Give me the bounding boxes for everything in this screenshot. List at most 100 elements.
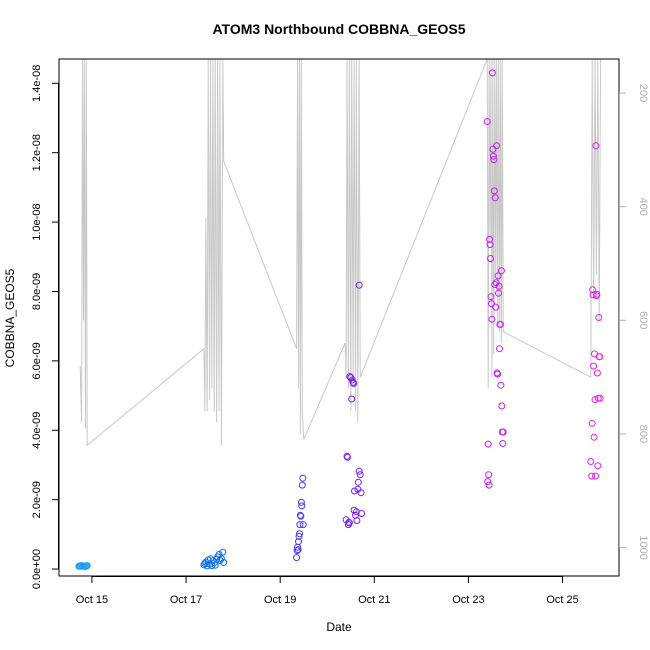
data-point — [490, 156, 498, 164]
data-point — [350, 379, 358, 387]
data-point — [594, 462, 602, 470]
y2-tick-label: 800 — [637, 425, 649, 443]
y-axis-label: COBBNA_GEOS5 — [3, 268, 17, 367]
data-point — [488, 69, 496, 77]
data-point — [217, 555, 225, 563]
data-point — [489, 145, 497, 153]
data-point — [345, 519, 353, 527]
data-point — [494, 272, 502, 280]
y-tick-label: 6.0e-09 — [31, 342, 43, 379]
data-point — [595, 314, 603, 321]
data-point — [588, 472, 596, 480]
data-point — [492, 303, 500, 311]
data-point — [485, 471, 493, 479]
data-point — [487, 255, 494, 262]
y-tick-label: 4.0e-09 — [31, 412, 43, 449]
data-point — [354, 478, 362, 486]
data-point — [590, 433, 598, 441]
data-point — [216, 556, 224, 564]
data-point — [356, 471, 364, 479]
y-tick-label: 1.4e-08 — [31, 65, 43, 102]
data-point — [496, 320, 504, 328]
data-point — [596, 353, 604, 361]
data-point — [593, 290, 601, 298]
data-point — [355, 281, 363, 289]
data-point — [495, 282, 503, 290]
y-tick-label: 0.0e+00 — [31, 549, 43, 589]
secondary-series-layer — [79, 58, 602, 447]
y2-tick-label: 400 — [637, 198, 649, 216]
y2-tick-label: 1000 — [637, 535, 649, 559]
data-point — [293, 547, 301, 555]
x-tick-label: Oct 21 — [358, 594, 390, 606]
data-point — [594, 394, 602, 402]
data-point — [297, 512, 305, 520]
x-tick-label: Oct 25 — [546, 594, 578, 606]
data-point — [490, 187, 498, 195]
data-point — [487, 293, 495, 301]
data-point — [296, 521, 304, 529]
data-point — [299, 474, 307, 482]
y2-tick-label: 200 — [637, 84, 649, 102]
data-point — [587, 458, 595, 465]
data-point — [499, 428, 507, 436]
data-point — [299, 521, 307, 529]
data-point — [219, 548, 227, 556]
data-point — [298, 481, 306, 489]
data-point — [596, 394, 604, 402]
data-point — [357, 489, 365, 497]
data-point — [298, 502, 306, 510]
y-axis-right: 200 400 600 800 1000 — [619, 84, 649, 560]
x-tick-label: Oct 23 — [452, 594, 484, 606]
data-point — [592, 472, 599, 480]
data-point — [295, 532, 303, 540]
y-axis-left: 0.0e+00 2.0e-09 4.0e-09 6.0e-09 8.0e-09 1.0e-… — [31, 65, 59, 589]
data-point — [491, 194, 499, 202]
data-point — [344, 453, 351, 461]
x-tick-label: Oct 17 — [170, 594, 202, 606]
y-tick-label: 8.0e-09 — [31, 273, 43, 310]
data-point — [493, 142, 501, 150]
data-point — [294, 546, 302, 554]
data-point — [346, 373, 354, 380]
data-point — [486, 235, 494, 243]
data-point — [484, 478, 492, 486]
data-point — [499, 440, 507, 447]
chart-title: ATOM3 Northbound COBBNA_GEOS5 — [212, 21, 465, 37]
data-point — [348, 395, 356, 403]
data-point — [592, 142, 600, 150]
y2-tick-label: 600 — [637, 311, 649, 329]
data-point — [593, 369, 601, 377]
data-point — [358, 510, 366, 517]
data-point — [494, 370, 502, 378]
data-point — [588, 419, 596, 427]
data-point — [483, 118, 491, 125]
data-point — [351, 487, 358, 495]
data-point — [220, 559, 228, 566]
data-point — [496, 345, 503, 353]
data-point — [83, 562, 91, 570]
data-point — [484, 440, 492, 448]
data-point — [296, 530, 303, 538]
data-point — [589, 291, 597, 299]
x-tick-label: Oct 19 — [264, 594, 296, 606]
x-axis-label: Date — [326, 620, 352, 634]
data-point — [355, 467, 363, 475]
data-point — [485, 481, 493, 489]
data-point — [486, 241, 494, 249]
data-point — [495, 289, 502, 297]
data-point — [591, 396, 599, 404]
data-point — [297, 498, 305, 506]
data-point — [497, 267, 505, 275]
y-tick-label: 2.0e-09 — [31, 481, 43, 518]
data-points-layer — [75, 69, 604, 571]
data-point — [589, 286, 597, 294]
data-point — [491, 281, 499, 288]
x-axis: Oct 15 Oct 17 Oct 19 Oct 21 Oct 23 Oct 25 — [76, 576, 579, 606]
data-point — [293, 554, 301, 562]
data-point — [353, 517, 361, 524]
y-tick-label: 1.0e-08 — [31, 203, 43, 240]
secondary-series-line — [79, 58, 602, 447]
